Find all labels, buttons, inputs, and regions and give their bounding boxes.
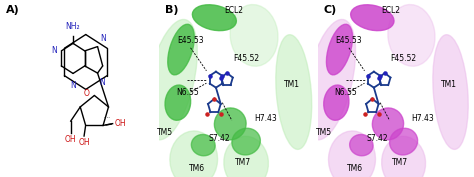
Ellipse shape [351, 5, 394, 31]
Point [375, 76, 383, 79]
Ellipse shape [324, 85, 349, 120]
Ellipse shape [350, 135, 373, 156]
Text: F45.52: F45.52 [233, 54, 259, 63]
Point [381, 72, 389, 74]
Point [376, 74, 384, 77]
Text: TM5: TM5 [316, 128, 332, 137]
Point [206, 74, 214, 77]
Text: TM5: TM5 [157, 128, 173, 137]
Point [218, 76, 225, 79]
Text: O: O [84, 89, 90, 98]
Text: E45.53: E45.53 [177, 36, 204, 45]
Text: H7.43: H7.43 [254, 114, 276, 123]
Point [364, 74, 372, 77]
Point [369, 97, 376, 100]
Text: TM7: TM7 [235, 158, 251, 167]
Text: A): A) [6, 5, 20, 15]
Ellipse shape [328, 131, 375, 177]
Text: S7.42: S7.42 [208, 134, 230, 142]
Text: N: N [51, 46, 56, 55]
Text: N: N [70, 81, 76, 90]
Text: TM1: TM1 [441, 81, 457, 89]
Text: E45.53: E45.53 [336, 36, 362, 45]
Ellipse shape [170, 131, 218, 177]
Text: TM6: TM6 [347, 164, 363, 173]
Ellipse shape [230, 5, 278, 66]
Text: N6.55: N6.55 [334, 88, 357, 96]
Ellipse shape [276, 35, 312, 149]
Ellipse shape [165, 85, 191, 120]
Text: TM7: TM7 [392, 158, 409, 167]
Text: B): B) [165, 5, 179, 15]
Text: ECL2: ECL2 [224, 6, 243, 15]
Text: OH: OH [114, 119, 126, 128]
Point [203, 113, 211, 115]
Text: C): C) [324, 5, 337, 15]
Text: F45.52: F45.52 [391, 54, 417, 63]
Text: H7.43: H7.43 [411, 114, 434, 123]
Text: NH₂: NH₂ [66, 22, 81, 31]
Ellipse shape [191, 135, 215, 156]
Ellipse shape [146, 19, 197, 140]
Point [210, 97, 218, 100]
Text: N6.55: N6.55 [176, 88, 199, 96]
Text: OH: OH [78, 138, 90, 147]
Ellipse shape [382, 136, 426, 177]
Ellipse shape [390, 128, 418, 155]
Point [362, 113, 369, 115]
Text: S7.42: S7.42 [366, 134, 388, 142]
Text: TM6: TM6 [189, 164, 205, 173]
Ellipse shape [327, 24, 353, 75]
Text: ····: ···· [103, 115, 110, 120]
Ellipse shape [305, 19, 356, 140]
Ellipse shape [168, 24, 194, 75]
Text: ECL2: ECL2 [382, 6, 401, 15]
Text: TM1: TM1 [284, 81, 300, 89]
Ellipse shape [232, 128, 260, 155]
Point [223, 72, 231, 74]
Ellipse shape [192, 5, 237, 31]
Point [218, 113, 225, 115]
Text: N: N [101, 34, 107, 43]
Point [375, 113, 383, 115]
Point [219, 74, 226, 77]
Ellipse shape [388, 5, 435, 66]
Text: N: N [99, 78, 105, 87]
Ellipse shape [433, 35, 468, 149]
Ellipse shape [224, 136, 268, 177]
Text: OH: OH [65, 135, 76, 144]
Ellipse shape [214, 108, 246, 140]
Ellipse shape [373, 108, 403, 140]
